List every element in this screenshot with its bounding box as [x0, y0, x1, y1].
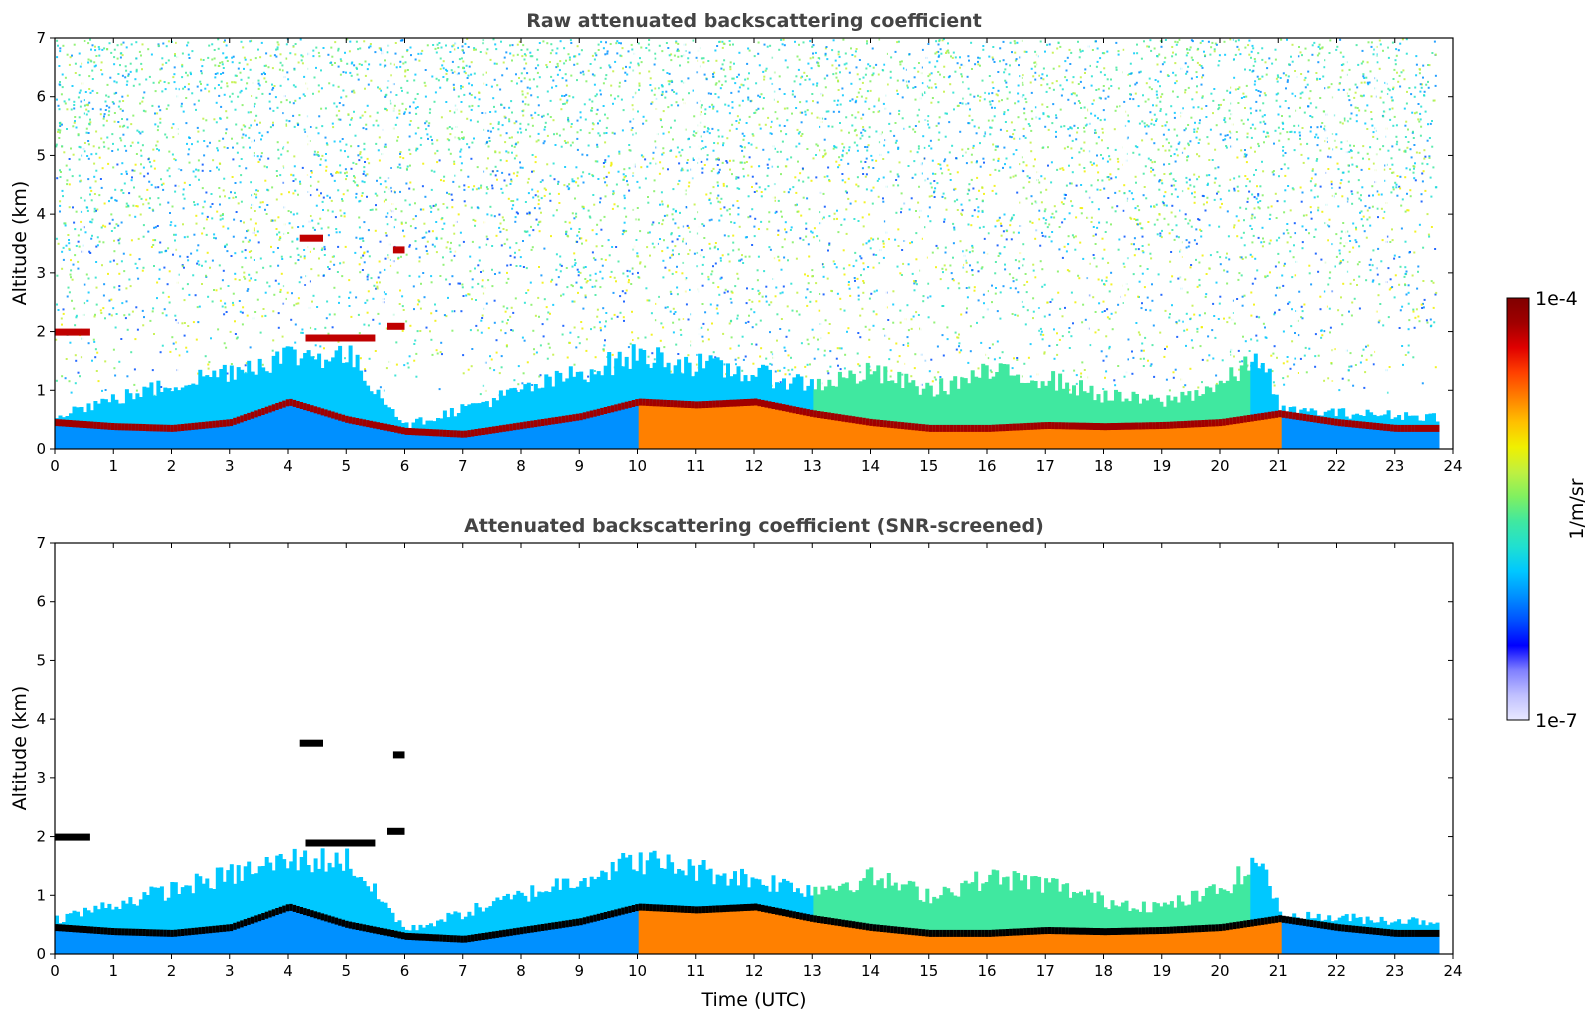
y-tick-label: 4 — [36, 205, 46, 223]
x-tick-label: 9 — [574, 457, 584, 475]
x-tick-label: 4 — [283, 962, 293, 980]
x-tick-label: 23 — [1385, 962, 1404, 980]
x-tick-label: 10 — [628, 457, 647, 475]
screened-aerosol-layers — [55, 739, 1440, 954]
y-tick-label: 6 — [36, 593, 46, 611]
x-tick-label: 14 — [861, 962, 880, 980]
raw-y-axis-label: Altitude (km) — [9, 181, 31, 306]
x-tick-label: 0 — [50, 457, 60, 475]
x-tick-label: 11 — [686, 457, 705, 475]
x-tick-label: 0 — [50, 962, 60, 980]
x-tick-label: 23 — [1385, 457, 1404, 475]
y-tick-label: 1 — [36, 381, 46, 399]
y-tick-label: 7 — [36, 534, 46, 552]
y-tick-label: 7 — [36, 29, 46, 47]
x-tick-label: 4 — [283, 457, 293, 475]
raw-x-axis: 0 1 2 3 4 5 6 7 8 9 10 11 12 13 14 15 16 17 18 19 20 21 22 23 24 — [50, 38, 1463, 475]
colorbar-max-label: 1e-4 — [1535, 288, 1578, 310]
x-tick-label: 17 — [1036, 962, 1055, 980]
x-tick-label: 7 — [458, 962, 468, 980]
x-tick-label: 22 — [1327, 962, 1346, 980]
raw-y-axis: 0 1 2 3 4 5 6 7 — [36, 29, 1453, 458]
x-tick-label: 6 — [400, 457, 410, 475]
colorbar-gradient — [1506, 297, 1530, 721]
elevated-layer — [387, 322, 405, 330]
x-tick-label: 21 — [1269, 962, 1288, 980]
x-tick-label: 9 — [574, 962, 584, 980]
x-tick-label: 11 — [686, 962, 705, 980]
x-tick-label: 16 — [977, 962, 996, 980]
elevated-layer — [55, 328, 90, 336]
x-tick-label: 18 — [1094, 962, 1113, 980]
y-tick-label: 3 — [36, 769, 46, 787]
x-tick-label: 19 — [1152, 962, 1171, 980]
y-tick-label: 1 — [36, 886, 46, 904]
x-tick-label: 18 — [1094, 457, 1113, 475]
y-tick-label: 2 — [36, 323, 46, 341]
x-tick-label: 22 — [1327, 457, 1346, 475]
x-tick-label: 12 — [744, 962, 763, 980]
raw-noise-field — [55, 38, 1438, 449]
elevated-layer — [387, 827, 405, 835]
y-tick-label: 5 — [36, 146, 46, 164]
x-tick-label: 13 — [803, 457, 822, 475]
y-tick-label: 2 — [36, 828, 46, 846]
raw-backscatter-panel: Raw attenuated backscattering coefficien… — [9, 10, 1463, 475]
colorbar: 1e-4 1e-7 1/m/sr — [1506, 288, 1588, 732]
elevated-layer — [305, 334, 376, 342]
x-tick-label: 14 — [861, 457, 880, 475]
screened-y-axis: 0 1 2 3 4 5 6 7 — [36, 534, 1453, 963]
raw-aerosol-layers — [55, 234, 1440, 449]
screened-panel-title: Attenuated backscattering coefficient (S… — [464, 515, 1044, 537]
x-tick-label: 8 — [516, 962, 526, 980]
colorbar-unit-label: 1/m/sr — [1566, 478, 1588, 539]
x-tick-label: 2 — [167, 962, 177, 980]
x-tick-label: 10 — [628, 962, 647, 980]
screened-x-axis: 0 1 2 3 4 5 6 7 8 9 10 11 12 13 14 15 16 17 18 19 20 21 22 23 24 — [50, 543, 1463, 980]
x-tick-label: 2 — [167, 457, 177, 475]
screened-y-axis-label: Altitude (km) — [9, 686, 31, 811]
x-tick-label: 7 — [458, 457, 468, 475]
x-tick-label: 13 — [803, 962, 822, 980]
elevated-layer — [305, 839, 376, 847]
snr-screened-panel: Attenuated backscattering coefficient (S… — [9, 515, 1463, 1011]
y-tick-label: 3 — [36, 264, 46, 282]
x-tick-label: 15 — [919, 457, 938, 475]
x-tick-label: 5 — [341, 457, 351, 475]
x-tick-label: 6 — [400, 962, 410, 980]
y-tick-label: 0 — [36, 945, 46, 963]
elevated-layer — [55, 833, 90, 841]
x-axis-label: Time (UTC) — [700, 989, 806, 1011]
elevated-layer — [299, 739, 323, 747]
elevated-layer — [392, 751, 405, 759]
x-tick-label: 3 — [225, 457, 235, 475]
elevated-layer — [392, 246, 405, 254]
x-tick-label: 5 — [341, 962, 351, 980]
x-tick-label: 19 — [1152, 457, 1171, 475]
x-tick-label: 16 — [977, 457, 996, 475]
x-tick-label: 20 — [1210, 962, 1229, 980]
x-tick-label: 1 — [108, 962, 118, 980]
y-tick-label: 5 — [36, 651, 46, 669]
x-tick-label: 20 — [1210, 457, 1229, 475]
x-tick-label: 24 — [1443, 457, 1462, 475]
x-tick-label: 21 — [1269, 457, 1288, 475]
y-tick-label: 4 — [36, 710, 46, 728]
elevated-layer — [299, 234, 323, 242]
x-tick-label: 15 — [919, 962, 938, 980]
y-tick-label: 0 — [36, 440, 46, 458]
x-tick-label: 1 — [108, 457, 118, 475]
x-tick-label: 3 — [225, 962, 235, 980]
x-tick-label: 8 — [516, 457, 526, 475]
colorbar-min-label: 1e-7 — [1535, 710, 1578, 732]
x-tick-label: 24 — [1443, 962, 1462, 980]
x-tick-label: 12 — [744, 457, 763, 475]
raw-panel-title: Raw attenuated backscattering coefficien… — [526, 10, 982, 32]
x-tick-label: 17 — [1036, 457, 1055, 475]
y-tick-label: 6 — [36, 88, 46, 106]
